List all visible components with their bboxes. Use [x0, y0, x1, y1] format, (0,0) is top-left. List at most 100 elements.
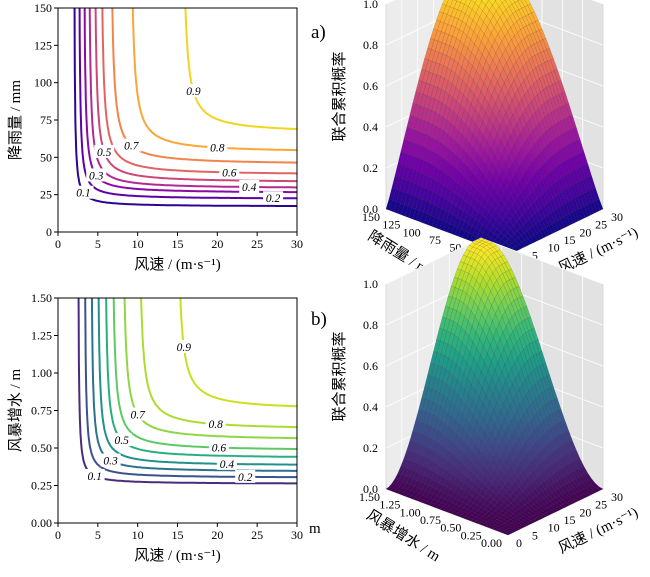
contour-labels: 0.1 0.2 0.3 0.4 0.5 0.6 0.7 0.8 0.9: [73, 84, 284, 205]
x-tick-label: 5: [95, 528, 101, 542]
panel-label: b): [311, 309, 327, 330]
x-tick-label: 25: [251, 237, 263, 251]
contour-label: 0.3: [89, 170, 104, 182]
contour-line-0.7: [123, 298, 297, 440]
x-tick-label: 5: [532, 528, 538, 542]
y-tick-label: 75: [40, 113, 52, 127]
contour-label: 0.9: [186, 86, 201, 98]
x-tick-label: 5: [532, 248, 538, 262]
contour-line-0.3: [83, 8, 297, 194]
contour-label: 0.4: [242, 182, 257, 194]
contour-label: 0.6: [222, 167, 237, 179]
z-tick-label: 0.2: [363, 441, 378, 455]
x-tick-label: 25: [595, 498, 607, 512]
contour-line-0.8: [131, 8, 297, 152]
y-tick-label: 1.25: [379, 498, 400, 512]
contour-line-0.1: [73, 8, 297, 207]
contour-label: 0.8: [209, 419, 224, 431]
z-tick-label: 1.0: [363, 0, 378, 11]
contour-label: 0.2: [238, 472, 253, 484]
z-tick-label: 0.6: [363, 359, 378, 373]
x-tick-label: 20: [211, 528, 223, 542]
contour-line-0.1: [77, 298, 297, 485]
contour-label: 0.5: [97, 147, 112, 159]
y-tick-label: 50: [40, 150, 52, 164]
contour-lines: [73, 8, 297, 207]
contour-label: 0.6: [212, 443, 227, 455]
y-tick-label: 1.25: [31, 329, 52, 343]
contour-line-0.4: [88, 8, 297, 189]
contour-label: 0.1: [87, 471, 101, 483]
panel-label: a): [311, 22, 326, 43]
surface-mesh: [385, 0, 604, 256]
y-tick-label: 25: [40, 188, 52, 202]
z-tick-label: 0.0: [363, 202, 378, 216]
x-tick-label: 10: [548, 241, 560, 255]
x-tick-label: 10: [132, 237, 144, 251]
contour-line-0.2: [78, 8, 297, 200]
z-tick-label: 0.8: [363, 38, 378, 52]
z-tick-label: 1.0: [363, 277, 378, 291]
y-tick-label: 1.50: [31, 291, 52, 305]
contour-label: 0.3: [103, 456, 118, 468]
y-tick-label: 150: [362, 210, 380, 224]
x-tick-label: 0: [55, 528, 61, 542]
x-axis-label: 风速 / (m·s⁻¹): [134, 547, 221, 564]
y-axis-label: 风暴增水 / m: [7, 369, 24, 453]
x-extra-unit: m: [309, 521, 321, 537]
y-tick-label: 125: [382, 218, 400, 232]
y-tick-label: 0.00: [481, 536, 502, 550]
x-tick-label: 0: [516, 536, 522, 550]
x-tick-label: 0: [55, 237, 61, 251]
x-tick-label: 25: [251, 528, 263, 542]
x-tick-label: 15: [172, 237, 184, 251]
z-tick-label: 0.0: [363, 482, 378, 496]
y-tick-label: 1.50: [359, 490, 380, 504]
contour-label: 0.8: [210, 143, 225, 155]
x-tick-label: 20: [579, 505, 591, 519]
z-tick-label: 0.6: [363, 79, 378, 93]
y-tick-label: 0: [46, 225, 52, 239]
contour-line-0.3: [90, 298, 297, 472]
contour-line-0.6: [112, 298, 297, 450]
z-tick-label: 0.2: [363, 161, 378, 175]
x-tick-label: 20: [211, 237, 223, 251]
contour-label: 0.9: [177, 342, 192, 354]
y-axis-label: 降雨量 / mm: [7, 80, 24, 160]
x-tick-label: 30: [291, 528, 303, 542]
contour-plot-b: 0.1 0.2 0.3 0.4 0.5 0.6 0.7 0.8 0.9 0 5 10 15 20 25 30 0…: [7, 291, 321, 564]
x-tick-label: 10: [132, 528, 144, 542]
y-tick-label: 0.25: [31, 479, 52, 493]
surface-mesh: [385, 237, 604, 536]
z-tick-label: 0.4: [363, 120, 378, 134]
x-axis-label: 风速 / (m·s⁻¹): [134, 256, 221, 273]
y-tick-label: 1.00: [400, 505, 421, 519]
contour-plot-a: 0.1 0.2 0.3 0.4 0.5 0.6 0.7 0.8 0.9 0 5 10 15 20 25 30 0…: [7, 1, 303, 273]
x-tick-label: 15: [172, 528, 184, 542]
contour-line-0.7: [111, 8, 297, 164]
z-axis-label: 联合累积概率: [331, 51, 348, 141]
x-tick-label: 15: [564, 513, 576, 527]
contour-lines: [77, 298, 297, 485]
x-tick-label: 20: [579, 225, 591, 239]
x-tick-label: 25: [595, 218, 607, 232]
x-tick-label: 15: [564, 233, 576, 247]
y-tick-label: 0.50: [31, 441, 52, 455]
contour-label: 0.5: [115, 435, 130, 447]
contour-line-0.8: [140, 298, 297, 429]
y-tick-label: 75: [429, 233, 441, 247]
y-tick-label: 100: [403, 225, 421, 239]
z-tick-label: 0.8: [363, 318, 378, 332]
contour-line-0.2: [84, 298, 297, 479]
y-tick-label: 150: [34, 1, 52, 15]
x-tick-label: 30: [611, 210, 623, 224]
z-axis-label: 联合累积概率: [331, 331, 348, 421]
z-tick-label: 0.4: [363, 400, 378, 414]
contour-label: 0.1: [76, 188, 90, 200]
x-tick-label: 30: [291, 237, 303, 251]
y-tick-label: 0.50: [440, 521, 461, 535]
x-tick-label: 10: [548, 521, 560, 535]
contour-label: 0.7: [124, 141, 140, 153]
